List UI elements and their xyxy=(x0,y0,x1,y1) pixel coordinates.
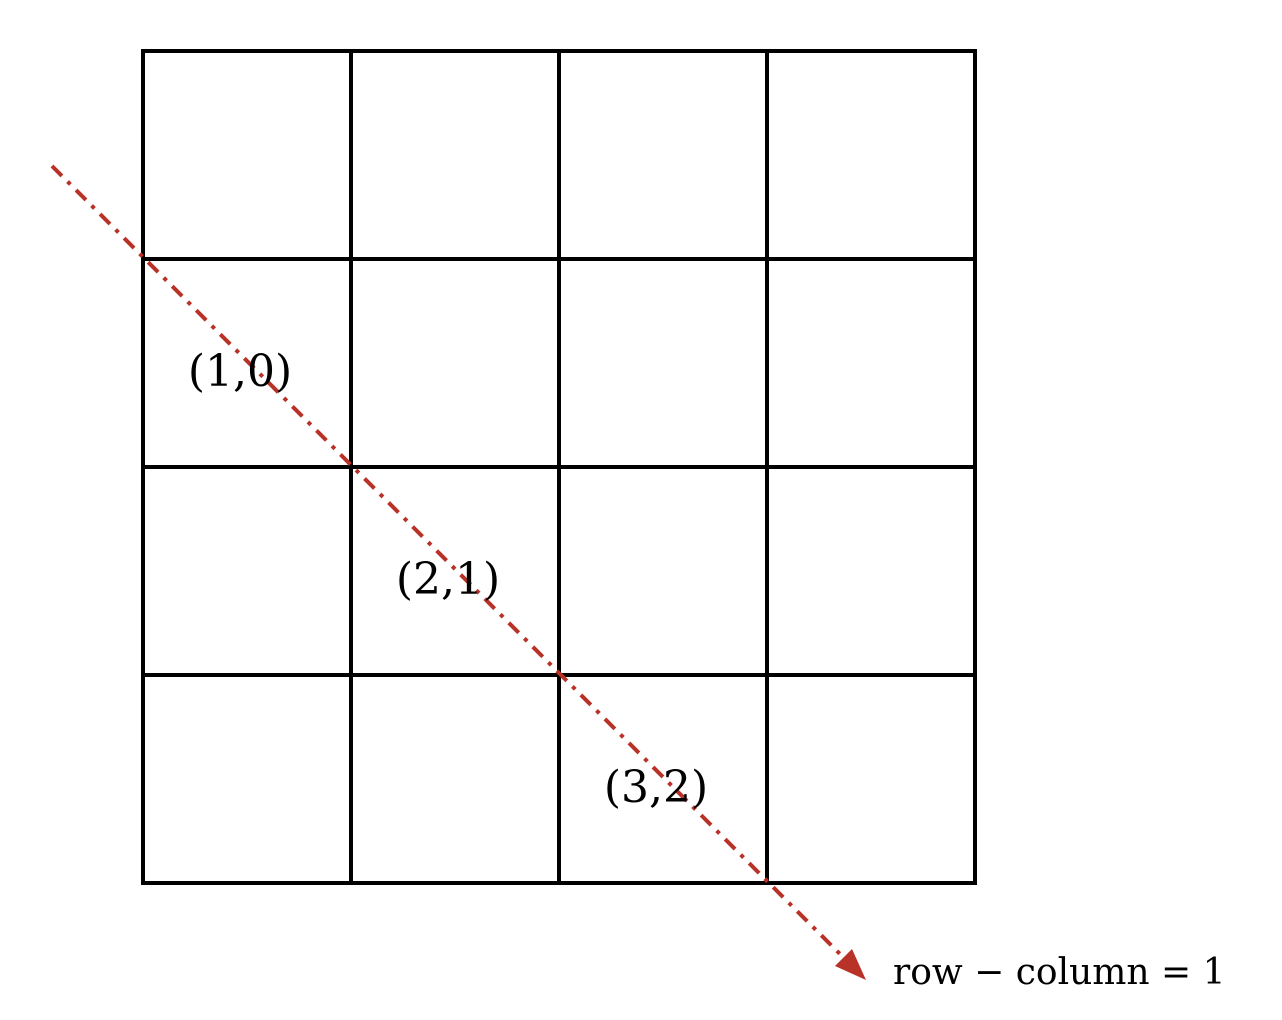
grid xyxy=(141,49,977,885)
diagonal-arrowhead xyxy=(835,949,866,980)
cell-labels: (1,0) (2,1) (3,2) xyxy=(188,346,708,813)
cell-label: (2,1) xyxy=(396,554,500,605)
cell-label: (3,2) xyxy=(604,762,708,813)
cell-label: (1,0) xyxy=(188,346,292,397)
diagonal-caption: row − column = 1 xyxy=(893,952,1226,993)
diagonal-group xyxy=(50,164,866,980)
